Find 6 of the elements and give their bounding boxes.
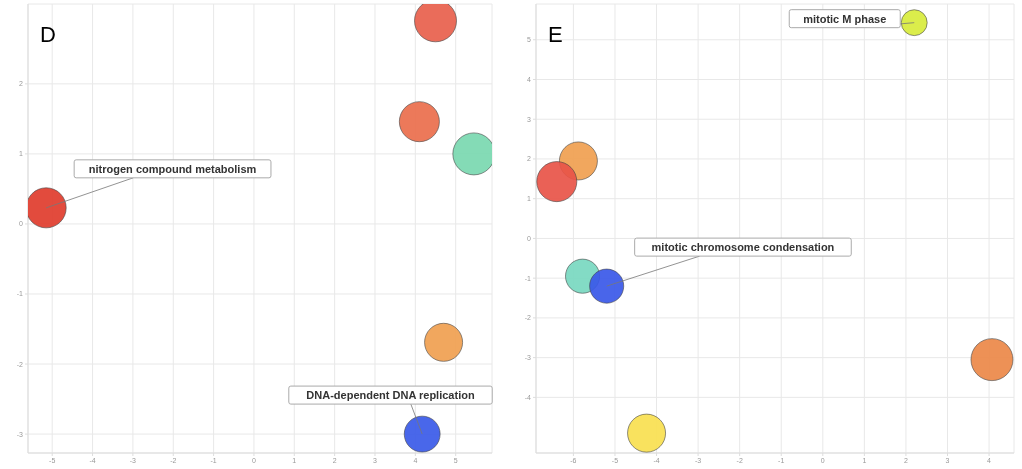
annotation: DNA-dependent DNA replication xyxy=(306,389,475,402)
annotation: mitotic chromosome condensation xyxy=(651,241,835,254)
text: E xyxy=(548,22,563,48)
annotation: mitotic M phase xyxy=(803,12,887,25)
text: D xyxy=(40,22,56,48)
annotation: nitrogen compound metabolism xyxy=(88,162,257,175)
